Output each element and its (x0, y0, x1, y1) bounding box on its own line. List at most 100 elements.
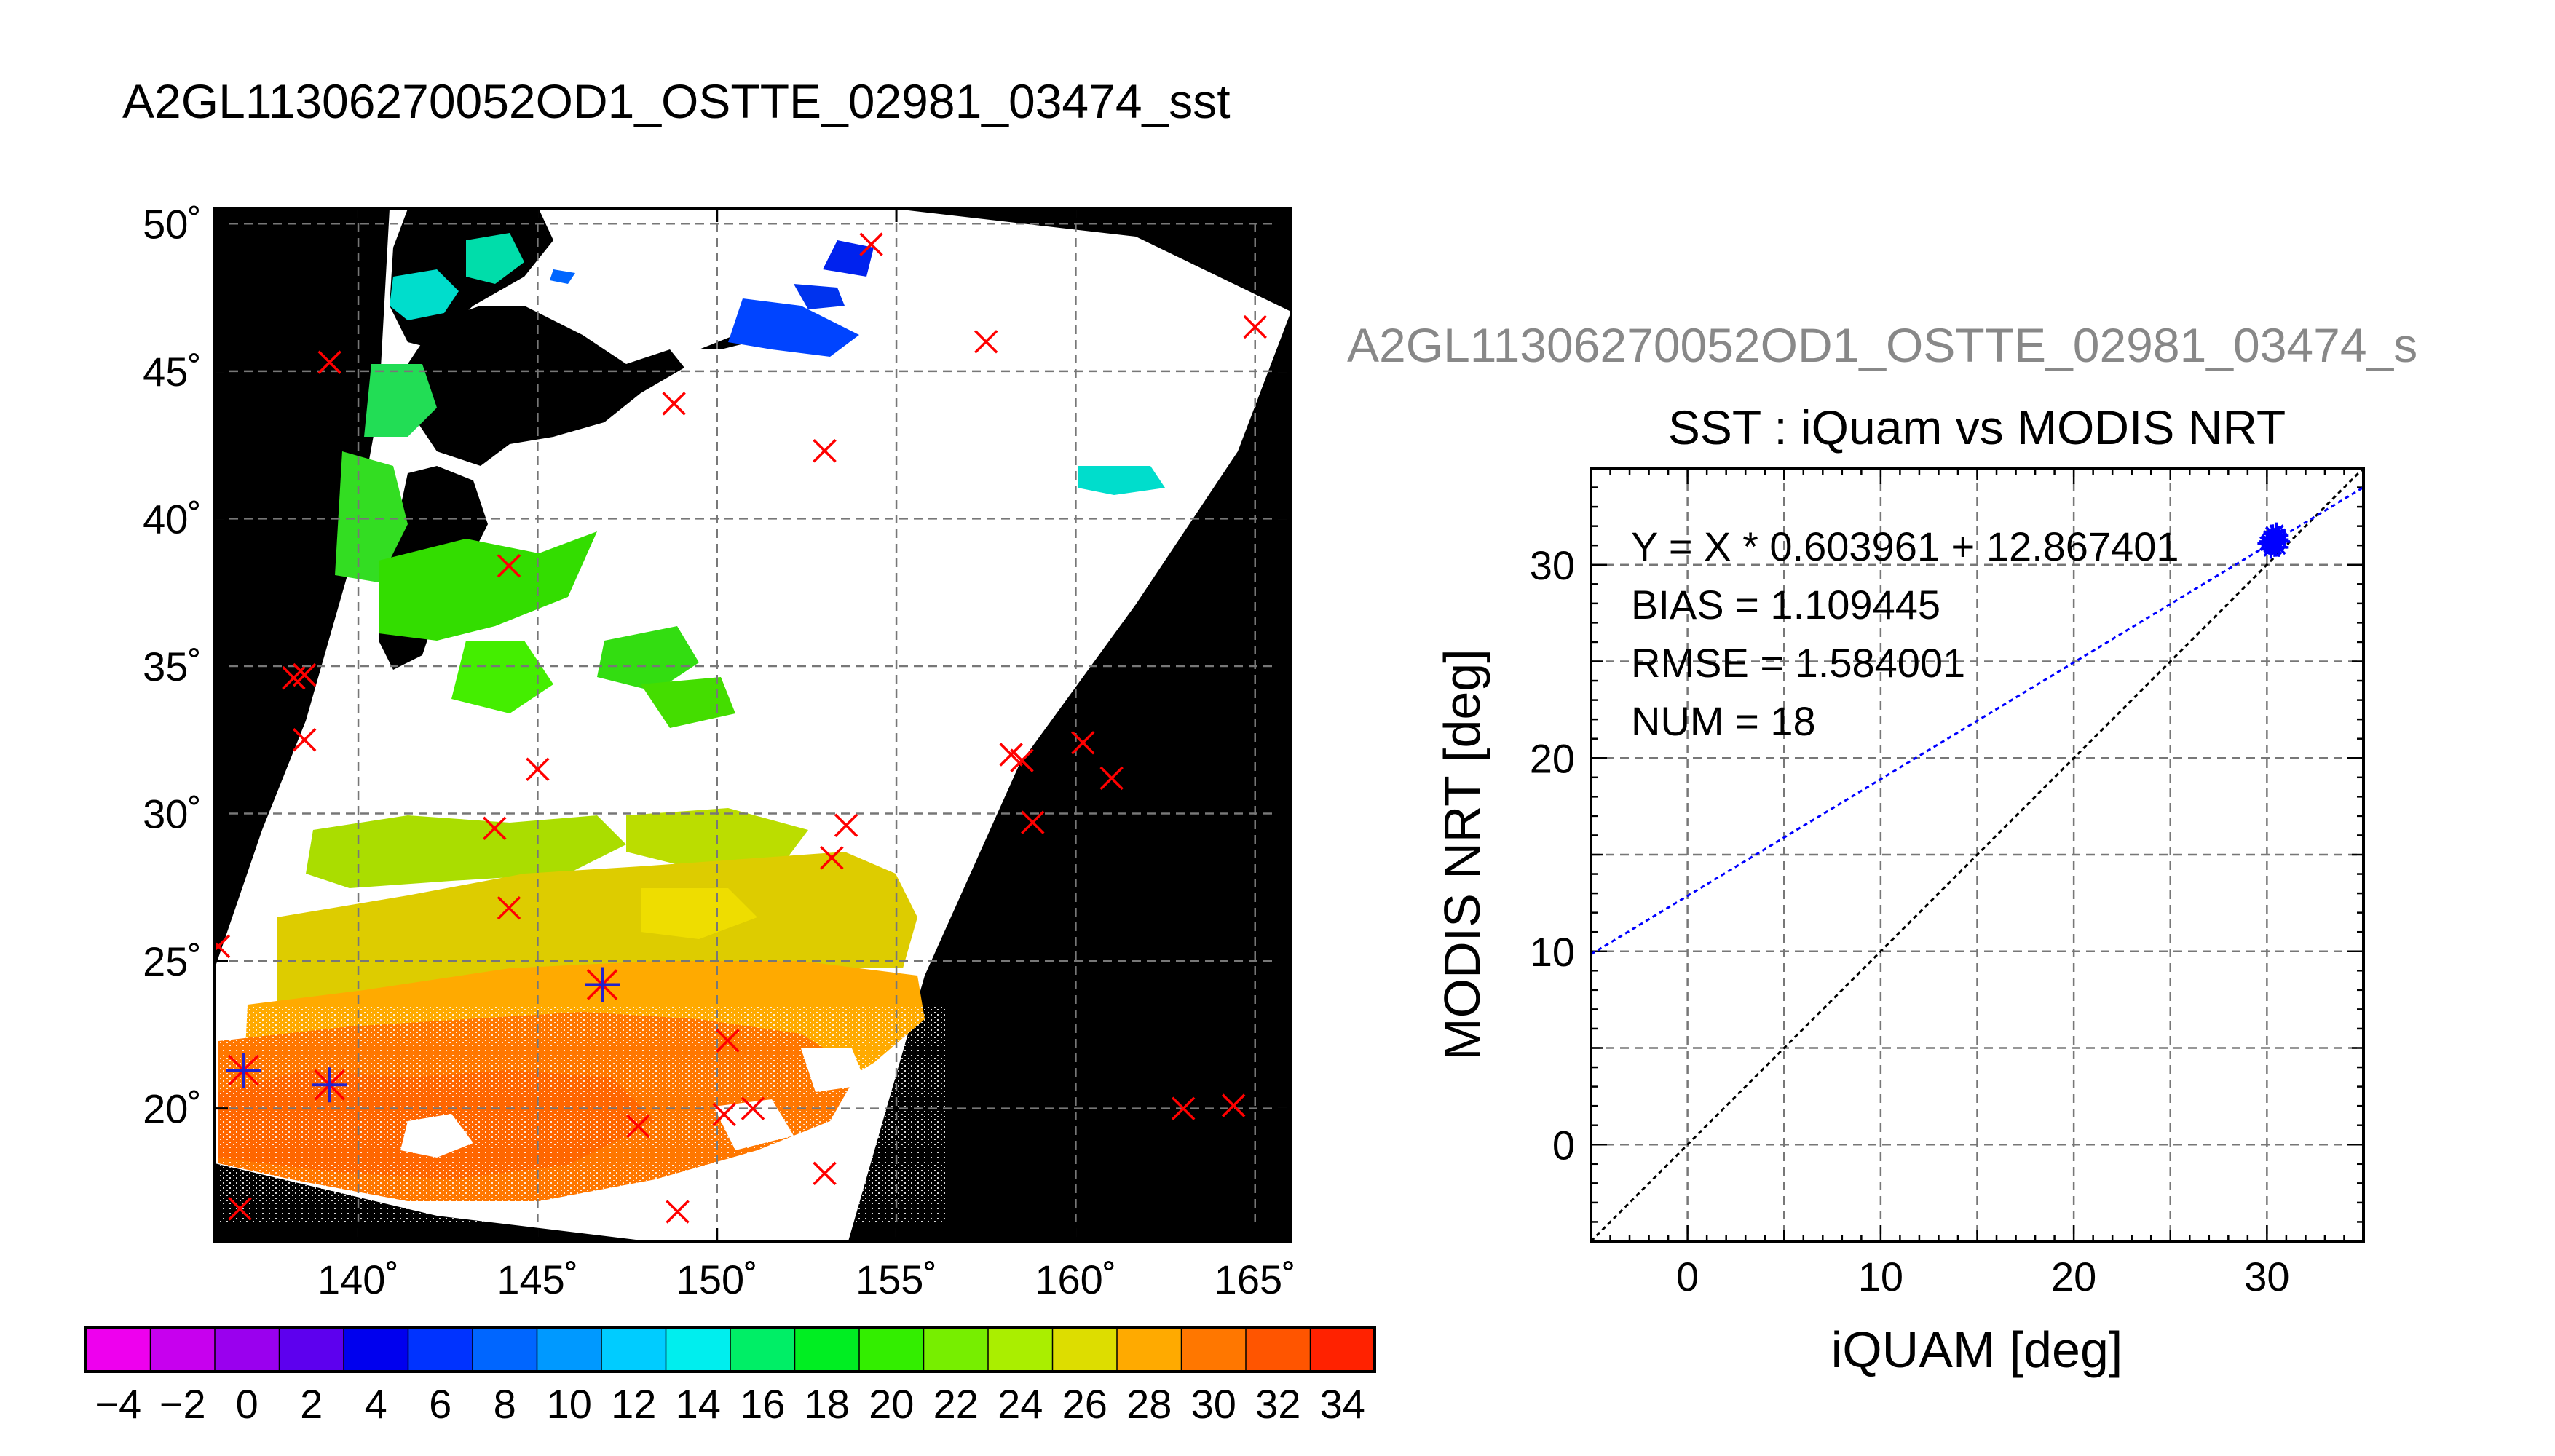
y-axis-label: MODIS NRT [deg] (1434, 649, 1490, 1060)
match-marker-x (1010, 748, 1034, 772)
rmse-value: RMSE = 1.584001 (1631, 640, 1965, 686)
colorbar-bin (666, 1328, 731, 1372)
colorbar-tick-label: 32 (1255, 1381, 1300, 1427)
match-marker-x (666, 1200, 690, 1224)
x-tick-label: 10 (1858, 1254, 1903, 1299)
colorbar-bin (215, 1328, 280, 1372)
sst-field (218, 233, 1165, 1223)
lon-tick-label: 165˚ (1215, 1257, 1296, 1302)
x-axis-label: iQUAM [deg] (1831, 1321, 2123, 1378)
colorbar-tick-label: 2 (300, 1381, 323, 1427)
colorbar-tick-label: 22 (933, 1381, 979, 1427)
colorbar-tick-label: 12 (611, 1381, 656, 1427)
colorbar-bin (601, 1328, 666, 1372)
colorbar-tick-label: 6 (429, 1381, 451, 1427)
lon-tick-label: 160˚ (1035, 1257, 1116, 1302)
x-tick-label: 0 (1676, 1254, 1699, 1299)
match-marker-x (1221, 1093, 1246, 1117)
colorbar-bin (1246, 1328, 1311, 1372)
colorbar-tick-label: 24 (998, 1381, 1043, 1427)
match-marker-x (292, 662, 317, 687)
colorbar-tick-label: 4 (365, 1381, 387, 1427)
scatter-axis-tick-labels: 0 10 20 30 0 10 20 30 (1530, 542, 2290, 1299)
num-value: NUM = 18 (1631, 698, 1816, 744)
scatter-frame (1590, 467, 2365, 1243)
match-marker-x (741, 1096, 765, 1120)
lon-tick-label: 155˚ (856, 1257, 937, 1302)
colorbar-tick-labels: −4 −2 0 2 4 6 8 10 12 14 16 18 20 22 24 26 28 30 32 34 (95, 1381, 1365, 1427)
y-tick-label: 20 (1530, 735, 1575, 781)
colorbar-tick-label: 14 (676, 1381, 721, 1427)
regression-line (1591, 486, 2364, 956)
match-marker-x (1171, 1096, 1196, 1120)
match-marker-x (228, 1197, 252, 1221)
scatter-title: SST : iQuam vs MODIS NRT (1668, 400, 2286, 454)
colorbar-tick-label: 30 (1191, 1381, 1236, 1427)
match-marker-x (1071, 731, 1095, 755)
colorbar-bin (730, 1328, 795, 1372)
scatter-subtitle: A2GL11306270052OD1_OSTTE_02981_03474_s (1347, 318, 2417, 372)
colorbar-bin (859, 1328, 924, 1372)
scatter-points (2257, 522, 2290, 559)
match-marker-x (1099, 766, 1124, 791)
colorbar-bin (537, 1328, 602, 1372)
iquam-marker-star (312, 1067, 347, 1103)
identity-line (1591, 468, 2364, 1241)
match-marker-x (813, 1161, 837, 1186)
match-marker-x (292, 728, 317, 752)
colorbar-bin (473, 1328, 537, 1372)
colorbar-bin (344, 1328, 408, 1372)
colorbar-frame (84, 1326, 1376, 1373)
y-tick-label: 10 (1530, 929, 1575, 975)
colorbar-bin (923, 1328, 989, 1372)
colorbar-tick-label: 16 (740, 1381, 785, 1427)
match-marker-x (716, 1029, 740, 1053)
colorbar-tick-label: 20 (869, 1381, 914, 1427)
match-marker-x (497, 553, 521, 578)
colorbar-bin (150, 1328, 216, 1372)
colorbar-bin (988, 1328, 1053, 1372)
match-marker-x (215, 934, 231, 959)
lat-tick-label: 40˚ (143, 496, 202, 542)
lat-tick-label: 20˚ (143, 1086, 202, 1132)
match-marker-x (712, 1102, 736, 1127)
lat-tick-label: 25˚ (143, 938, 202, 984)
match-marker-x (813, 438, 837, 463)
lon-tick-label: 145˚ (497, 1257, 578, 1302)
fit-equation: Y = X * 0.603961 + 12.867401 (1631, 523, 2179, 569)
lat-tick-label: 45˚ (143, 349, 202, 395)
match-marker-x (662, 392, 686, 416)
map-frame (213, 207, 1292, 1243)
colorbar-bin (279, 1328, 344, 1372)
lat-tick-label: 30˚ (143, 791, 202, 837)
match-marker-x (497, 895, 521, 920)
match-marker-x (483, 816, 507, 841)
y-tick-label: 30 (1530, 542, 1575, 588)
colorbar-bin (408, 1328, 473, 1372)
colorbar-bin (1117, 1328, 1182, 1372)
sst-map: 50˚ 45˚ 40˚ 35˚ 30˚ 25˚ 20˚ 140˚ 145˚ 150˚ 155˚ 160… (143, 201, 1296, 1302)
map-graticule (215, 209, 1291, 1241)
lon-tick-label: 140˚ (317, 1257, 399, 1302)
match-marker-x (1243, 314, 1267, 339)
match-marker-x (834, 813, 858, 837)
match-marker-x (526, 757, 550, 782)
x-tick-label: 30 (2244, 1254, 2289, 1299)
colorbar-bin (794, 1328, 860, 1372)
data-point (2269, 526, 2289, 545)
x-tick-label: 20 (2051, 1254, 2096, 1299)
bias-value: BIAS = 1.109445 (1631, 582, 1940, 628)
match-marker-x (999, 743, 1023, 767)
colorbar-tick-label: −4 (95, 1381, 141, 1427)
colorbar-tick-label: 26 (1062, 1381, 1107, 1427)
scatter-plot: 0 10 20 30 0 10 20 30 Y = X * 0.603961 + 12.867… (1434, 467, 2365, 1378)
iquam-marker-star (226, 1053, 261, 1088)
match-marker-x (820, 846, 844, 870)
colorbar-tick-label: 10 (547, 1381, 592, 1427)
colorbar-tick-label: 8 (494, 1381, 516, 1427)
colorbar-tick-label: 18 (805, 1381, 850, 1427)
map-content (215, 209, 1291, 1241)
match-marker-x (626, 1114, 650, 1139)
match-marker-x (317, 350, 341, 374)
